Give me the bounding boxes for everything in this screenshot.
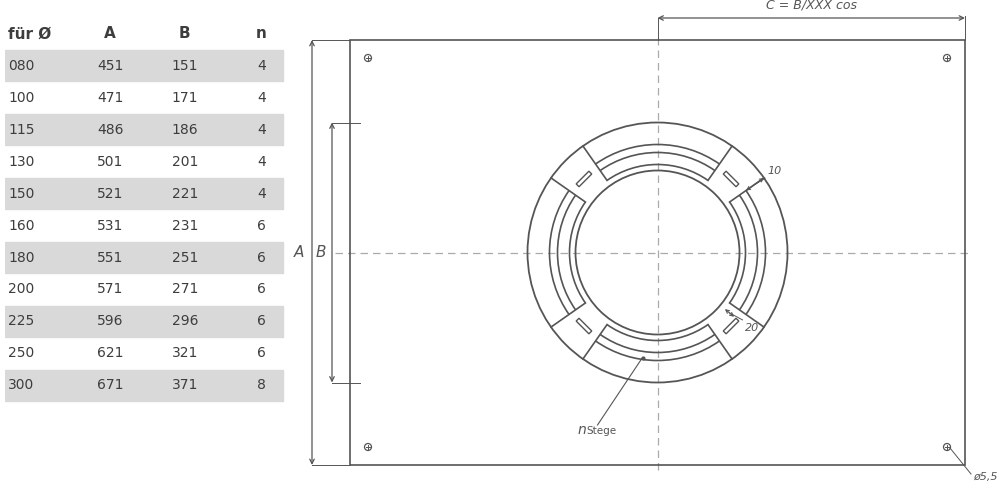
Text: 151: 151	[172, 59, 198, 73]
Bar	[5, 50, 283, 81]
Text: 250: 250	[8, 346, 35, 360]
Text: A: A	[294, 245, 304, 260]
Text: 321: 321	[172, 346, 198, 360]
Bar	[5, 306, 283, 337]
Text: 231: 231	[172, 218, 198, 232]
Text: 150: 150	[8, 186, 35, 200]
Text: Stege: Stege	[586, 426, 617, 436]
Text: 200: 200	[8, 282, 35, 296]
Text: 521: 521	[97, 186, 123, 200]
Text: n: n	[255, 26, 266, 42]
Text: 486: 486	[97, 122, 123, 136]
Text: 571: 571	[97, 282, 123, 296]
Text: 501: 501	[97, 154, 123, 168]
Text: 8: 8	[257, 378, 266, 392]
Text: 201: 201	[172, 154, 198, 168]
Bar	[5, 178, 283, 209]
Text: 296: 296	[172, 314, 198, 328]
Text: 4: 4	[257, 90, 266, 104]
Text: 271: 271	[172, 282, 198, 296]
Text: 20: 20	[745, 323, 759, 333]
Text: 451: 451	[97, 59, 123, 73]
Text: 621: 621	[97, 346, 123, 360]
Text: 671: 671	[97, 378, 123, 392]
Text: 180: 180	[8, 250, 35, 264]
Text: 6: 6	[257, 250, 266, 264]
Text: 371: 371	[172, 378, 198, 392]
Text: 551: 551	[97, 250, 123, 264]
Text: A: A	[104, 26, 116, 42]
Text: 130: 130	[8, 154, 35, 168]
Text: 6: 6	[257, 346, 266, 360]
Text: 471: 471	[97, 90, 123, 104]
Text: 4: 4	[257, 122, 266, 136]
Text: 596: 596	[97, 314, 123, 328]
Bar	[350, 40, 965, 465]
Text: 6: 6	[257, 218, 266, 232]
Text: 186: 186	[172, 122, 198, 136]
Text: 115: 115	[8, 122, 35, 136]
Text: 225: 225	[8, 314, 35, 328]
Bar	[5, 114, 283, 145]
Text: ø5,5: ø5,5	[973, 472, 998, 482]
Text: 080: 080	[8, 59, 35, 73]
Text: 171: 171	[172, 90, 198, 104]
Text: 4: 4	[257, 154, 266, 168]
Text: 6: 6	[257, 282, 266, 296]
Text: 4: 4	[257, 59, 266, 73]
Text: 6: 6	[257, 314, 266, 328]
Text: 300: 300	[8, 378, 35, 392]
Text: B: B	[179, 26, 191, 42]
Text: 160: 160	[8, 218, 35, 232]
Text: C = B/XXX cos: C = B/XXX cos	[766, 0, 857, 11]
Bar	[5, 370, 283, 400]
Text: 221: 221	[172, 186, 198, 200]
Text: 251: 251	[172, 250, 198, 264]
Text: 531: 531	[97, 218, 123, 232]
Text: für Ø: für Ø	[8, 26, 52, 42]
Text: 4: 4	[257, 186, 266, 200]
Text: 10: 10	[767, 166, 781, 176]
Text: n: n	[578, 423, 586, 437]
Bar	[5, 242, 283, 273]
Text: B: B	[316, 245, 326, 260]
Text: 100: 100	[8, 90, 35, 104]
